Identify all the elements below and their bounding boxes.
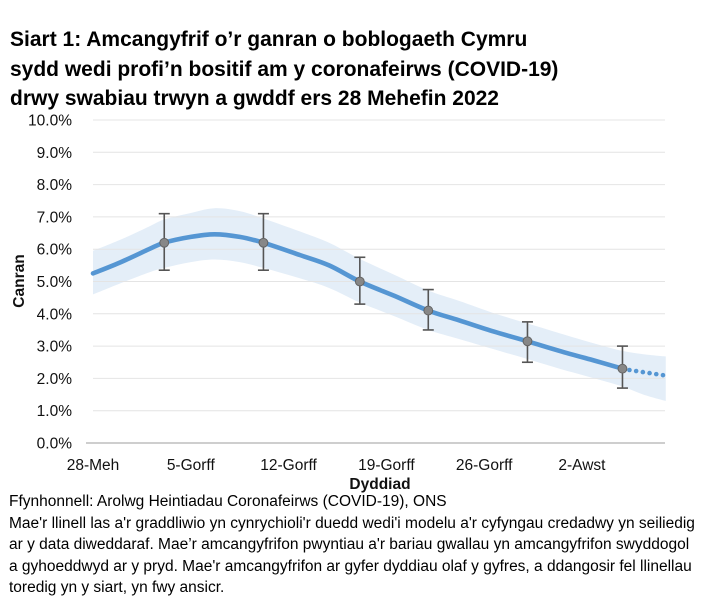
x-tick-label: 12-Gorff — [260, 457, 317, 474]
methodology-note-line-4: toredig yn y siart, yn fwy ansicr. — [9, 579, 225, 597]
x-axis-title: Dyddiad — [349, 476, 410, 493]
y-tick-label: 4.0% — [37, 306, 73, 323]
y-tick-label: 8.0% — [37, 177, 73, 194]
dotted-projection-dot — [627, 367, 632, 373]
dotted-projection-dot — [653, 371, 659, 377]
confidence-band — [93, 208, 666, 402]
dotted-projection-dot — [660, 372, 666, 378]
chart-title-line-2: sydd wedi profi’n bositif am y coronafei… — [10, 57, 559, 81]
covid-positivity-line-chart: 0.0% 1.0% 2.0% 3.0% 4.0% 5.0% 6.0% 7.0% 8.0% 9.0%… — [11, 113, 666, 493]
y-tick-label: 1.0% — [37, 403, 73, 420]
methodology-note-line-3: a gyhoeddwyd ar y pryd. Mae'r amcangyfri… — [9, 557, 692, 575]
y-tick-label: 7.0% — [37, 209, 73, 226]
point-marker — [354, 276, 365, 287]
dotted-projection-dot — [647, 370, 652, 376]
dotted-projection-dot — [633, 368, 639, 374]
methodology-note-line-1: Mae'r llinell las a'r graddliwio yn cynr… — [9, 515, 695, 532]
y-tick-label: 10.0% — [28, 113, 72, 130]
x-tick-label: 28-Meh — [67, 457, 120, 474]
x-tick-label: 19-Gorff — [358, 457, 415, 474]
y-tick-label: 2.0% — [37, 371, 73, 388]
y-tick-label: 3.0% — [37, 339, 73, 356]
y-tick-label: 9.0% — [37, 145, 73, 162]
point-marker — [617, 363, 628, 374]
chart-title-line-3: drwy swabiau trwyn a gwddf ers 28 Mehefi… — [10, 87, 499, 111]
chart-title-line-1: Siart 1: Amcangyfrif o’r ganran o boblog… — [10, 28, 528, 52]
methodology-note: Mae'r llinell las a'r graddliwio yn cynr… — [9, 513, 714, 599]
x-tick-label: 26-Gorff — [456, 457, 513, 474]
y-tick-label: 5.0% — [37, 274, 73, 291]
y-tick-label: 0.0% — [37, 436, 73, 453]
x-tick-label: 2-Awst — [558, 457, 606, 474]
y-axis-title: Canran — [11, 254, 28, 307]
source-note: Ffynhonnell: Arolwg Heintiadau Coronafei… — [9, 493, 447, 510]
x-tick-label: 5-Gorff — [167, 457, 216, 474]
point-marker — [423, 305, 434, 316]
point-marker — [522, 336, 533, 347]
chart-title: Siart 1: Amcangyfrif o’r ganran o boblog… — [10, 25, 700, 114]
point-marker — [258, 237, 269, 248]
point-marker — [159, 237, 170, 248]
dotted-projection-dot — [640, 369, 646, 375]
y-tick-label: 6.0% — [37, 242, 73, 259]
methodology-note-line-2: ar y data diweddaraf. Mae’r amcangyfrifo… — [9, 536, 690, 554]
